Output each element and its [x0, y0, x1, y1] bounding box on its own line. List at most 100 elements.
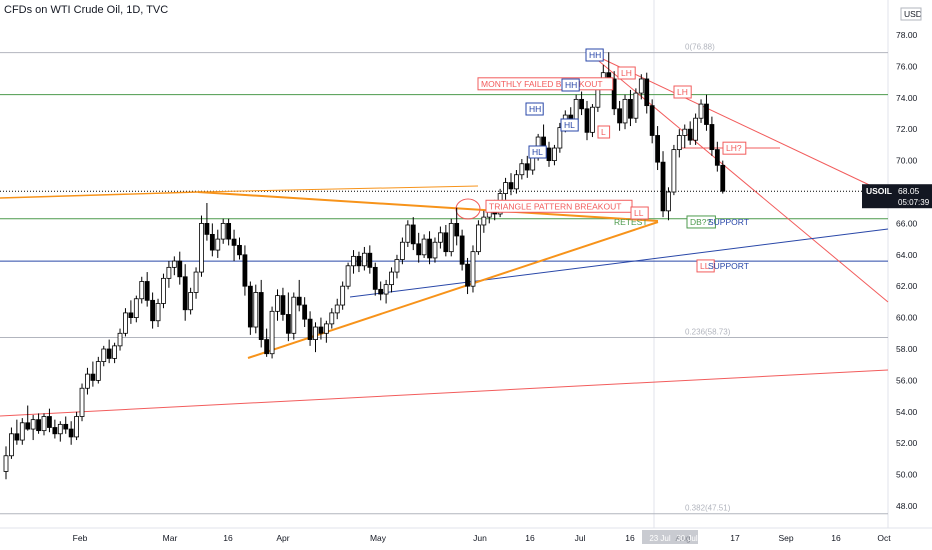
candle-body	[655, 135, 660, 163]
candle-body	[95, 361, 101, 381]
candle	[85, 367, 90, 395]
candle-body	[253, 292, 259, 328]
chart-title: CFDs on WTI Crude Oil, 1D, TVC	[4, 4, 169, 16]
candle-body	[101, 348, 107, 362]
candle	[405, 220, 411, 247]
candle	[182, 264, 188, 321]
candle-body	[307, 318, 313, 340]
candle-body	[579, 98, 584, 110]
last-price-value: 68.05	[898, 186, 920, 196]
candle	[437, 226, 443, 249]
candle-body	[383, 284, 389, 295]
candle-body	[177, 260, 183, 278]
price-tick-label: 56.00	[896, 375, 918, 385]
candle-body	[220, 222, 226, 240]
time-tick-label: Feb	[73, 533, 88, 543]
candle-body	[117, 332, 123, 347]
candle-body	[622, 98, 628, 124]
last-price-symbol: USOIL	[866, 186, 892, 196]
candle	[237, 237, 242, 260]
time-tick-label: Apr	[276, 533, 289, 543]
candle	[557, 122, 563, 153]
candle-body	[155, 303, 161, 322]
candle-body	[503, 182, 508, 194]
candle-body	[714, 149, 720, 166]
price-tick-label: 64.00	[896, 250, 918, 260]
candle-body	[573, 98, 579, 122]
candle-body	[378, 288, 384, 295]
time-tick-label: Mar	[163, 533, 178, 543]
candle-body	[628, 98, 633, 119]
candle	[524, 155, 530, 178]
long-red-trendline	[0, 369, 889, 417]
candle	[90, 361, 96, 387]
candle-body	[47, 416, 52, 428]
candle-body	[313, 326, 318, 340]
wave-label-box	[597, 125, 611, 139]
wave-label-box	[630, 206, 649, 220]
candle-body	[345, 265, 351, 287]
candle-body	[638, 78, 644, 94]
triangle-breakout-label: TRIANGLE PATTERN BREAKOUT	[489, 201, 621, 211]
candle-body	[633, 92, 639, 119]
candle	[720, 160, 726, 194]
candle-body	[52, 427, 58, 435]
candle	[166, 261, 172, 288]
candle-body	[421, 238, 427, 256]
candle	[416, 232, 422, 263]
candle-body	[454, 222, 460, 237]
price-tick-label: 62.00	[896, 281, 918, 291]
candle-body	[590, 106, 595, 133]
candle	[193, 267, 199, 299]
candle-body	[128, 312, 134, 319]
support-label: SUPPORT	[708, 217, 749, 227]
candle-body	[193, 271, 199, 293]
candle-body	[296, 296, 302, 306]
blue-rising-trendline	[349, 228, 889, 298]
candle	[459, 229, 465, 271]
candle-body	[19, 422, 25, 441]
candle	[106, 339, 112, 364]
candle-body	[698, 103, 704, 119]
price-tick-label: 60.00	[896, 313, 918, 323]
candle	[215, 229, 221, 258]
candle	[704, 94, 709, 131]
candle-body	[36, 419, 41, 432]
ll-support-label-box	[696, 259, 715, 273]
candle	[155, 298, 161, 328]
candle-body	[237, 244, 242, 256]
candle-body	[302, 304, 308, 320]
candle	[296, 279, 302, 312]
wave-label: LH	[621, 68, 632, 78]
candle-body	[584, 108, 590, 133]
candle-body	[671, 149, 677, 193]
candle	[285, 292, 291, 342]
candle	[133, 295, 139, 323]
candle	[307, 311, 313, 346]
time-tick-label: Oct	[877, 533, 891, 543]
fib-label: 0(76.88)	[685, 43, 715, 52]
candle-body	[166, 266, 172, 279]
candle	[41, 413, 47, 436]
wave-label-box	[673, 85, 692, 99]
candle	[340, 281, 346, 310]
candle	[611, 71, 617, 116]
time-tick-label: 17	[730, 533, 740, 543]
candle-body	[351, 255, 356, 267]
candle-body	[372, 266, 378, 290]
candle	[220, 218, 226, 244]
currency-box	[900, 7, 922, 21]
candle	[171, 256, 177, 276]
candle-body	[682, 128, 688, 136]
candle-body	[437, 232, 443, 243]
candle	[617, 100, 622, 131]
candle-body	[481, 216, 487, 226]
candle	[275, 289, 280, 321]
candle	[47, 408, 52, 433]
candle-body	[291, 296, 297, 334]
fib-label: 0.236(58.73)	[685, 328, 731, 337]
wave-label-box	[617, 66, 636, 80]
wave-label: HH	[529, 104, 541, 114]
candle-body	[285, 314, 291, 334]
